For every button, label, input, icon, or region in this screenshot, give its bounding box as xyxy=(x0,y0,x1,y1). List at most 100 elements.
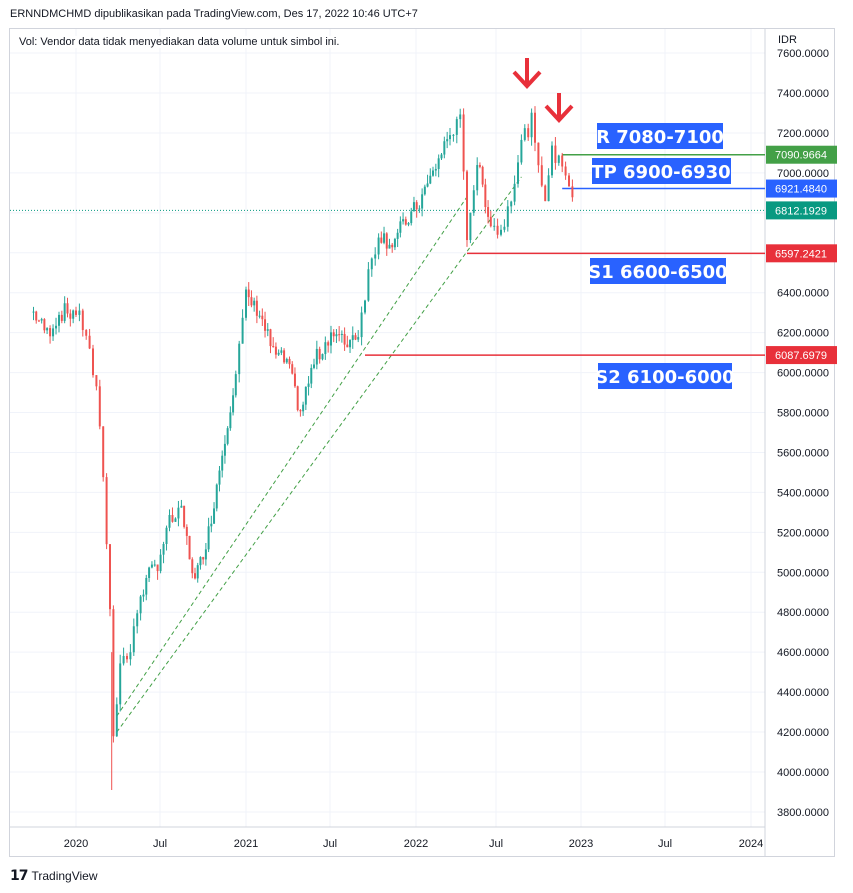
candle-body xyxy=(351,335,354,341)
candle xyxy=(351,326,354,349)
candle-body xyxy=(63,303,66,321)
candle xyxy=(191,557,194,579)
resistance-zone-annotation[interactable]: R 7080-7100 xyxy=(596,123,724,149)
candle xyxy=(383,226,386,245)
candle xyxy=(385,232,388,256)
candle xyxy=(324,336,327,360)
candle xyxy=(72,309,75,324)
candle xyxy=(280,347,283,356)
chart-frame[interactable] xyxy=(9,28,835,857)
candle-body xyxy=(299,409,302,412)
candle-body xyxy=(159,554,162,572)
candle xyxy=(330,325,332,354)
candle xyxy=(241,309,244,344)
price-label-resistance: 7090.9664 xyxy=(766,145,837,164)
candle-body xyxy=(391,244,394,248)
candle xyxy=(238,340,241,383)
candle xyxy=(122,647,125,666)
time-tick-label: Jul xyxy=(153,838,167,850)
candle-body xyxy=(385,233,388,249)
support-1-zone-annotation[interactable]: S1 6600-6500 xyxy=(588,258,728,284)
candle-body xyxy=(466,171,468,241)
footer-brand[interactable]: 17 TradingView xyxy=(10,868,98,884)
candle xyxy=(313,358,315,370)
candle-body xyxy=(564,166,567,176)
candle-body xyxy=(396,232,399,239)
candle xyxy=(307,376,310,396)
candle-body xyxy=(245,289,247,318)
candle-body xyxy=(223,443,226,456)
candle xyxy=(194,567,196,580)
candle xyxy=(174,517,177,522)
take-profit-zone-annotation[interactable]: TP 6900-6930 xyxy=(591,158,731,184)
candle xyxy=(210,515,213,533)
candle xyxy=(35,310,38,324)
candle xyxy=(343,327,346,351)
candle-body xyxy=(213,508,216,524)
support-2-zone-annotation[interactable]: S2 6100-6000 xyxy=(595,363,735,389)
volume-note: Vol: Vendor data tidak menyediakan data … xyxy=(19,36,340,48)
currency-label: IDR xyxy=(778,34,797,46)
candle xyxy=(162,541,165,564)
candle xyxy=(506,200,509,232)
candle-body xyxy=(446,139,449,142)
price-tick-label: 3800.0000 xyxy=(777,807,829,819)
candle-body xyxy=(162,544,165,555)
price-tick-label: 4600.0000 xyxy=(777,647,829,659)
brand-name: TradingView xyxy=(31,869,98,883)
candle-body xyxy=(547,175,550,202)
candle-body xyxy=(418,208,421,210)
candle xyxy=(571,179,574,202)
candle xyxy=(370,257,373,277)
candle xyxy=(349,339,352,353)
candle xyxy=(153,559,156,567)
candle-body xyxy=(346,344,349,348)
candle xyxy=(426,174,429,188)
price-tick-label: 7400.0000 xyxy=(777,88,829,100)
candle xyxy=(364,299,366,315)
candle xyxy=(60,310,63,324)
candle xyxy=(484,178,487,214)
candle-body xyxy=(269,329,272,347)
candle-body xyxy=(102,426,105,478)
candle xyxy=(277,349,280,356)
candle xyxy=(412,196,415,212)
candle-body xyxy=(481,166,484,185)
candle xyxy=(489,210,492,228)
candle-body xyxy=(238,343,241,375)
candle-body xyxy=(496,225,499,235)
candle-body xyxy=(98,386,101,427)
candle-body xyxy=(171,515,174,522)
candle xyxy=(396,228,399,248)
candle-body xyxy=(145,577,148,595)
candle-body xyxy=(452,134,455,136)
candle xyxy=(478,162,481,169)
candle-body xyxy=(92,348,94,376)
candle-body xyxy=(459,114,462,120)
candle-body xyxy=(207,526,210,550)
candle-body xyxy=(426,183,429,187)
candle-body xyxy=(315,348,318,365)
candle xyxy=(253,297,256,312)
price-tick-label: 5600.0000 xyxy=(777,447,829,459)
candle xyxy=(432,166,434,177)
price-label-box xyxy=(766,145,837,164)
candle-body xyxy=(472,190,475,213)
price-label-box xyxy=(766,244,837,263)
candle xyxy=(148,566,151,582)
candle xyxy=(105,473,108,550)
candle xyxy=(247,282,250,306)
candle-body xyxy=(503,226,506,230)
candle-body xyxy=(105,477,108,545)
candle xyxy=(459,108,462,128)
candle xyxy=(318,346,321,364)
candle-body xyxy=(307,383,310,387)
candle-body xyxy=(302,404,305,412)
price-label-layer: 7090.9664 6921.4840 6812.1929 6597.2421 6087… xyxy=(766,145,837,365)
candle-body xyxy=(264,319,267,331)
candle-body xyxy=(277,352,280,355)
candle xyxy=(561,152,564,173)
candle xyxy=(98,379,101,430)
candle-body xyxy=(493,225,496,227)
